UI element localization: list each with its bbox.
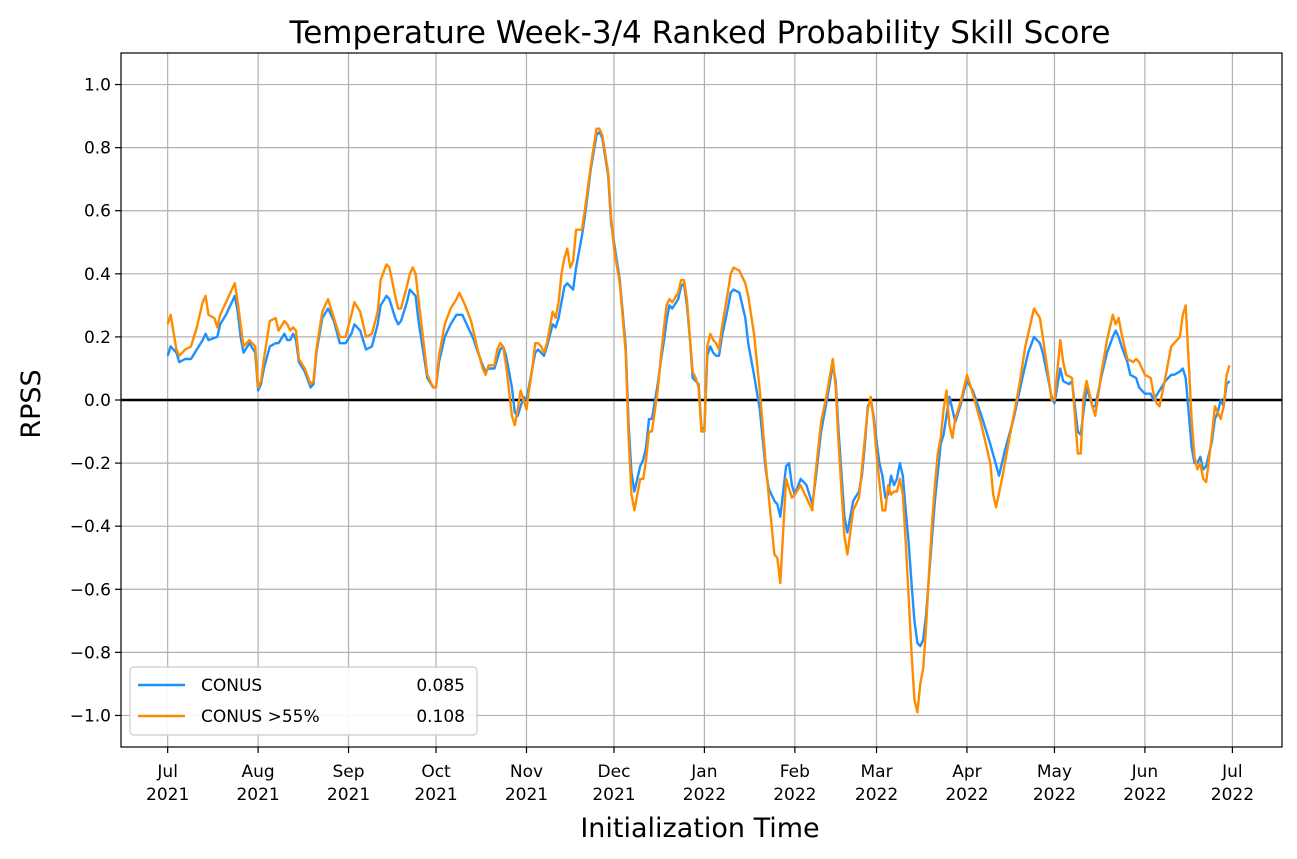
y-tick-label: −1.0 bbox=[70, 706, 111, 726]
y-tick-label: 1.0 bbox=[84, 76, 111, 96]
y-tick-label: 0.8 bbox=[84, 139, 111, 159]
y-tick-label: 0.2 bbox=[84, 328, 111, 348]
x-tick-month: Oct bbox=[421, 762, 451, 782]
x-tick-month: Dec bbox=[598, 762, 631, 782]
legend-label-conus-55: CONUS >55% bbox=[201, 707, 320, 727]
series-line-conus-55 bbox=[166, 127, 1231, 714]
legend-score-conus-55: 0.108 bbox=[416, 707, 465, 727]
x-tick-month: Jul bbox=[1221, 762, 1243, 782]
x-tick-year: 2021 bbox=[236, 785, 279, 805]
x-tick-month: Feb bbox=[780, 762, 810, 782]
y-tick-label: 0.4 bbox=[84, 265, 111, 285]
x-tick-year: 2022 bbox=[683, 785, 726, 805]
x-tick-year: 2021 bbox=[592, 785, 635, 805]
y-tick-label: 0.0 bbox=[84, 391, 111, 411]
x-tick-year: 2022 bbox=[1211, 785, 1254, 805]
legend: CONUS 0.085 CONUS >55% 0.108 bbox=[129, 666, 478, 736]
y-tick-label: −0.6 bbox=[70, 580, 111, 600]
x-tick-month: Sep bbox=[333, 762, 365, 782]
x-tick-month: Apr bbox=[952, 762, 981, 782]
x-tick-year: 2022 bbox=[773, 785, 816, 805]
x-tick-year: 2022 bbox=[1033, 785, 1076, 805]
x-tick-year: 2022 bbox=[1123, 785, 1166, 805]
x-tick-month: Mar bbox=[860, 762, 892, 782]
y-tick-label: −0.4 bbox=[70, 517, 111, 537]
series-group bbox=[166, 127, 1231, 714]
y-tick-label: −0.2 bbox=[70, 454, 111, 474]
x-tick-year: 2021 bbox=[327, 785, 370, 805]
x-tick-year: 2021 bbox=[414, 785, 457, 805]
chart-title: Temperature Week-3/4 Ranked Probability … bbox=[289, 15, 1111, 51]
x-tick-year: 2022 bbox=[855, 785, 898, 805]
x-tick-year: 2022 bbox=[945, 785, 988, 805]
x-tick-month: Jan bbox=[690, 762, 717, 782]
y-tick-label: 0.6 bbox=[84, 202, 111, 222]
legend-score-conus: 0.085 bbox=[416, 676, 465, 696]
legend-label-conus: CONUS bbox=[201, 676, 262, 696]
x-tick-month: Nov bbox=[510, 762, 543, 782]
x-tick-month: Jun bbox=[1131, 762, 1159, 782]
y-tick-label: −0.8 bbox=[70, 643, 111, 663]
x-tick-year: 2021 bbox=[505, 785, 548, 805]
x-axis-ticks: Jul 2021 Aug 2021 Sep 2021 Oct 2021 Nov 2021 Dec 20… bbox=[146, 747, 1254, 805]
y-axis-ticks: −1.0 −0.8 −0.6 −0.4 −0.2 0.0 0.2 0.4 0.6 0.8 1.0 bbox=[70, 76, 121, 726]
x-tick-month: May bbox=[1037, 762, 1072, 782]
legend-box bbox=[129, 666, 478, 736]
x-axis-title: Initialization Time bbox=[580, 813, 819, 844]
y-axis-title: RPSS bbox=[16, 369, 47, 438]
x-tick-month: Aug bbox=[242, 762, 275, 782]
x-tick-month: Jul bbox=[156, 762, 178, 782]
x-tick-year: 2021 bbox=[146, 785, 189, 805]
